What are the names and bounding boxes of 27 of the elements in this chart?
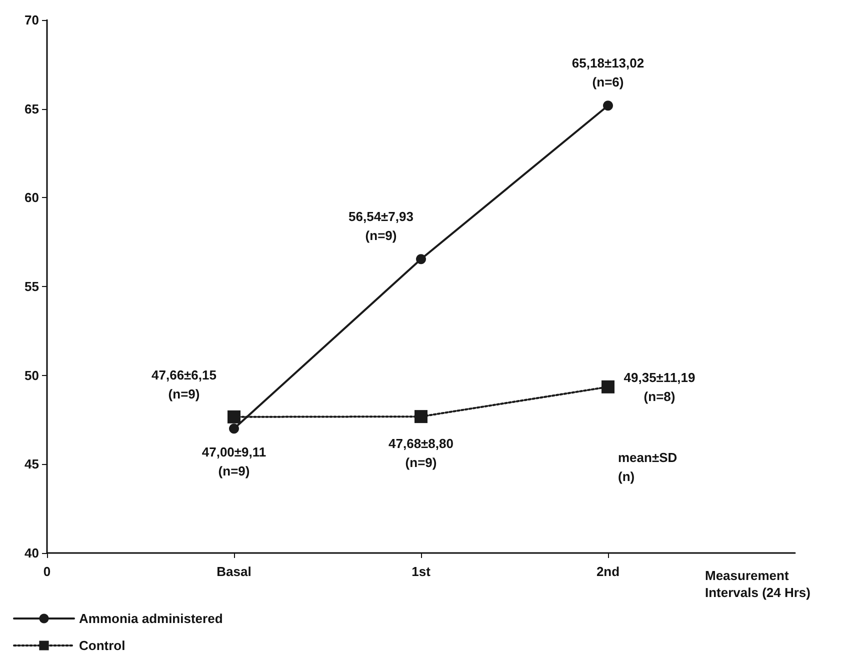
legend-label: Control [79,638,126,653]
data-label: 56,54±7,93 (n=9) [348,209,414,244]
data-label: 65,18±13,02 (n=6) [572,56,644,90]
x-tick-label: 0 [43,564,51,579]
data-label: 47,68±8,80 (n=9) [388,436,454,470]
x-axis-title: Measurement Intervals (24 Hrs) [705,568,810,600]
data-label: 47,00±9,11 (n=9) [202,444,266,479]
x-tick-label: 2nd [596,564,620,579]
y-tick-label: 70 [24,12,39,28]
y-tick-label: 45 [24,456,39,472]
x-tick-label: 1st [412,564,432,579]
data-label: 47,66±6,15 (n=9) [152,367,216,402]
point [228,410,240,424]
y-tick-label: 65 [24,101,39,116]
point [229,424,239,434]
point [416,254,426,264]
y-tick-label: 40 [24,546,39,560]
y-tick-label: 60 [24,190,39,206]
legend-label: Ammonia administered [79,611,223,626]
data-label: 49,35±11,19 (n=8) [624,370,696,404]
x-tick-label: Basal [216,564,252,579]
point [603,100,613,111]
point [414,410,428,424]
y-tick-label: 55 [24,279,39,294]
point [602,380,614,394]
y-tick-label: 50 [24,368,39,383]
annotation: mean±SD (n) [618,450,678,484]
